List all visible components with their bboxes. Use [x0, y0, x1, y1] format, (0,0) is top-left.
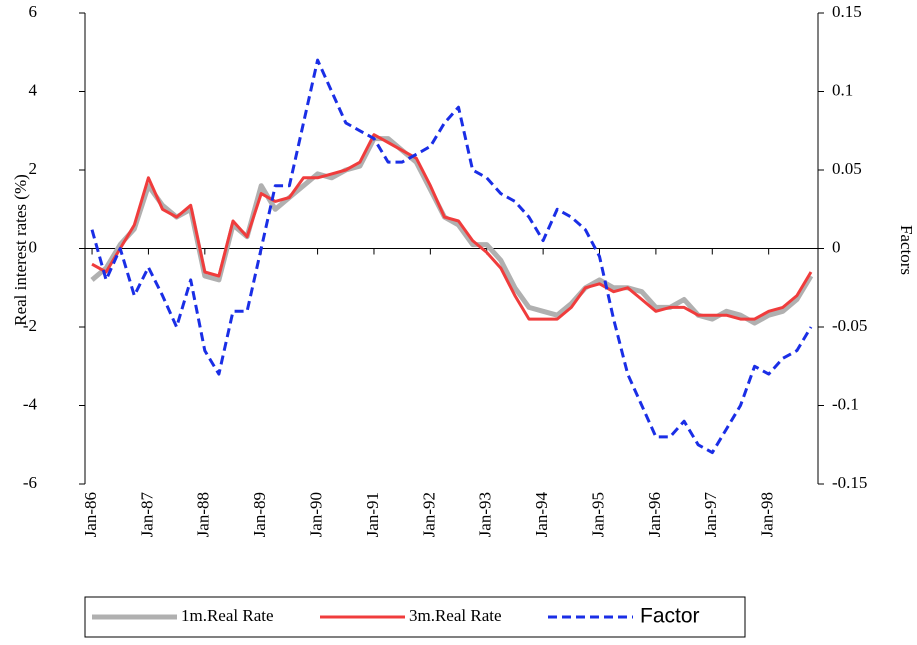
x-tick-label: Jan-87 [137, 492, 156, 538]
y-tick-label: -4 [23, 394, 38, 413]
y-tick-label: -6 [23, 473, 37, 492]
legend-label: 3m.Real Rate [409, 606, 502, 625]
x-tick-label: Jan-95 [588, 492, 607, 537]
x-tick-label: Jan-92 [419, 492, 438, 537]
legend-label: Factor [640, 605, 700, 628]
y2-tick-label: -0.05 [832, 316, 867, 335]
y-axis-label: Real interest rates (%) [11, 174, 30, 326]
y2-tick-label: -0.15 [832, 473, 867, 492]
y-tick-label: -2 [23, 316, 37, 335]
y2-tick-label: 0 [832, 237, 841, 256]
y-tick-label: 6 [29, 2, 38, 21]
x-tick-label: Jan-97 [701, 492, 720, 538]
series-line [90, 136, 814, 326]
x-tick-label: Jan-96 [645, 492, 664, 537]
x-tick-label: Jan-86 [81, 492, 100, 537]
y2-tick-label: -0.1 [832, 394, 859, 413]
x-tick-label: Jan-88 [194, 492, 213, 537]
x-tick-label: Jan-91 [363, 492, 382, 537]
y-tick-label: 4 [29, 80, 38, 99]
series-line [90, 58, 813, 455]
y2-axis-label: Factors [897, 225, 916, 275]
series-line [91, 133, 813, 321]
y-tick-label: 2 [29, 159, 38, 178]
y2-tick-label: 0.15 [832, 2, 862, 21]
x-tick-label: Jan-98 [758, 492, 777, 537]
y2-tick-label: 0.1 [832, 80, 853, 99]
x-tick-label: Jan-93 [476, 492, 495, 537]
legend-box [84, 596, 746, 638]
x-tick-label: Jan-89 [250, 492, 269, 537]
y-tick-label: 0 [29, 237, 38, 256]
legend-label: 1m.Real Rate [181, 606, 274, 625]
y2-tick-label: 0.05 [832, 159, 862, 178]
x-tick-label: Jan-94 [532, 492, 551, 538]
x-tick-label: Jan-90 [306, 492, 325, 537]
